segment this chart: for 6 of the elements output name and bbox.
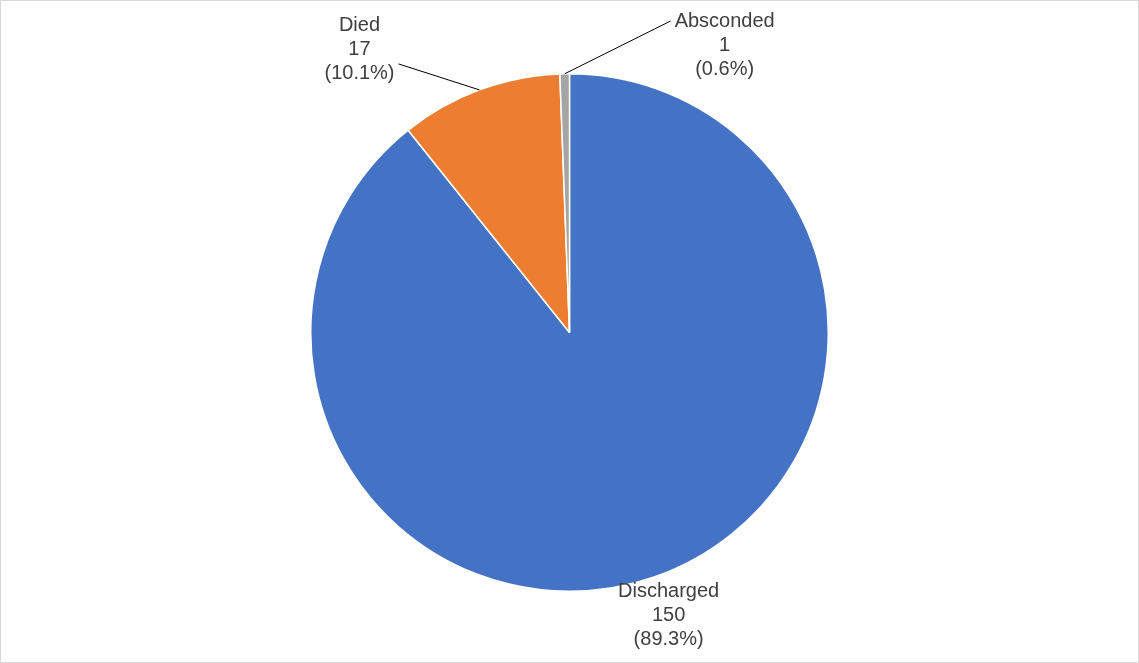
data-label: 150 (89.3%) <box>633 603 704 650</box>
slice-label: Absconded <box>674 8 775 31</box>
slice-label: Discharged <box>618 579 720 602</box>
data-label: 17 (10.1%) <box>324 37 395 84</box>
data-label: 1 (0.6%) <box>695 32 755 79</box>
slice-label: Died <box>338 13 381 36</box>
